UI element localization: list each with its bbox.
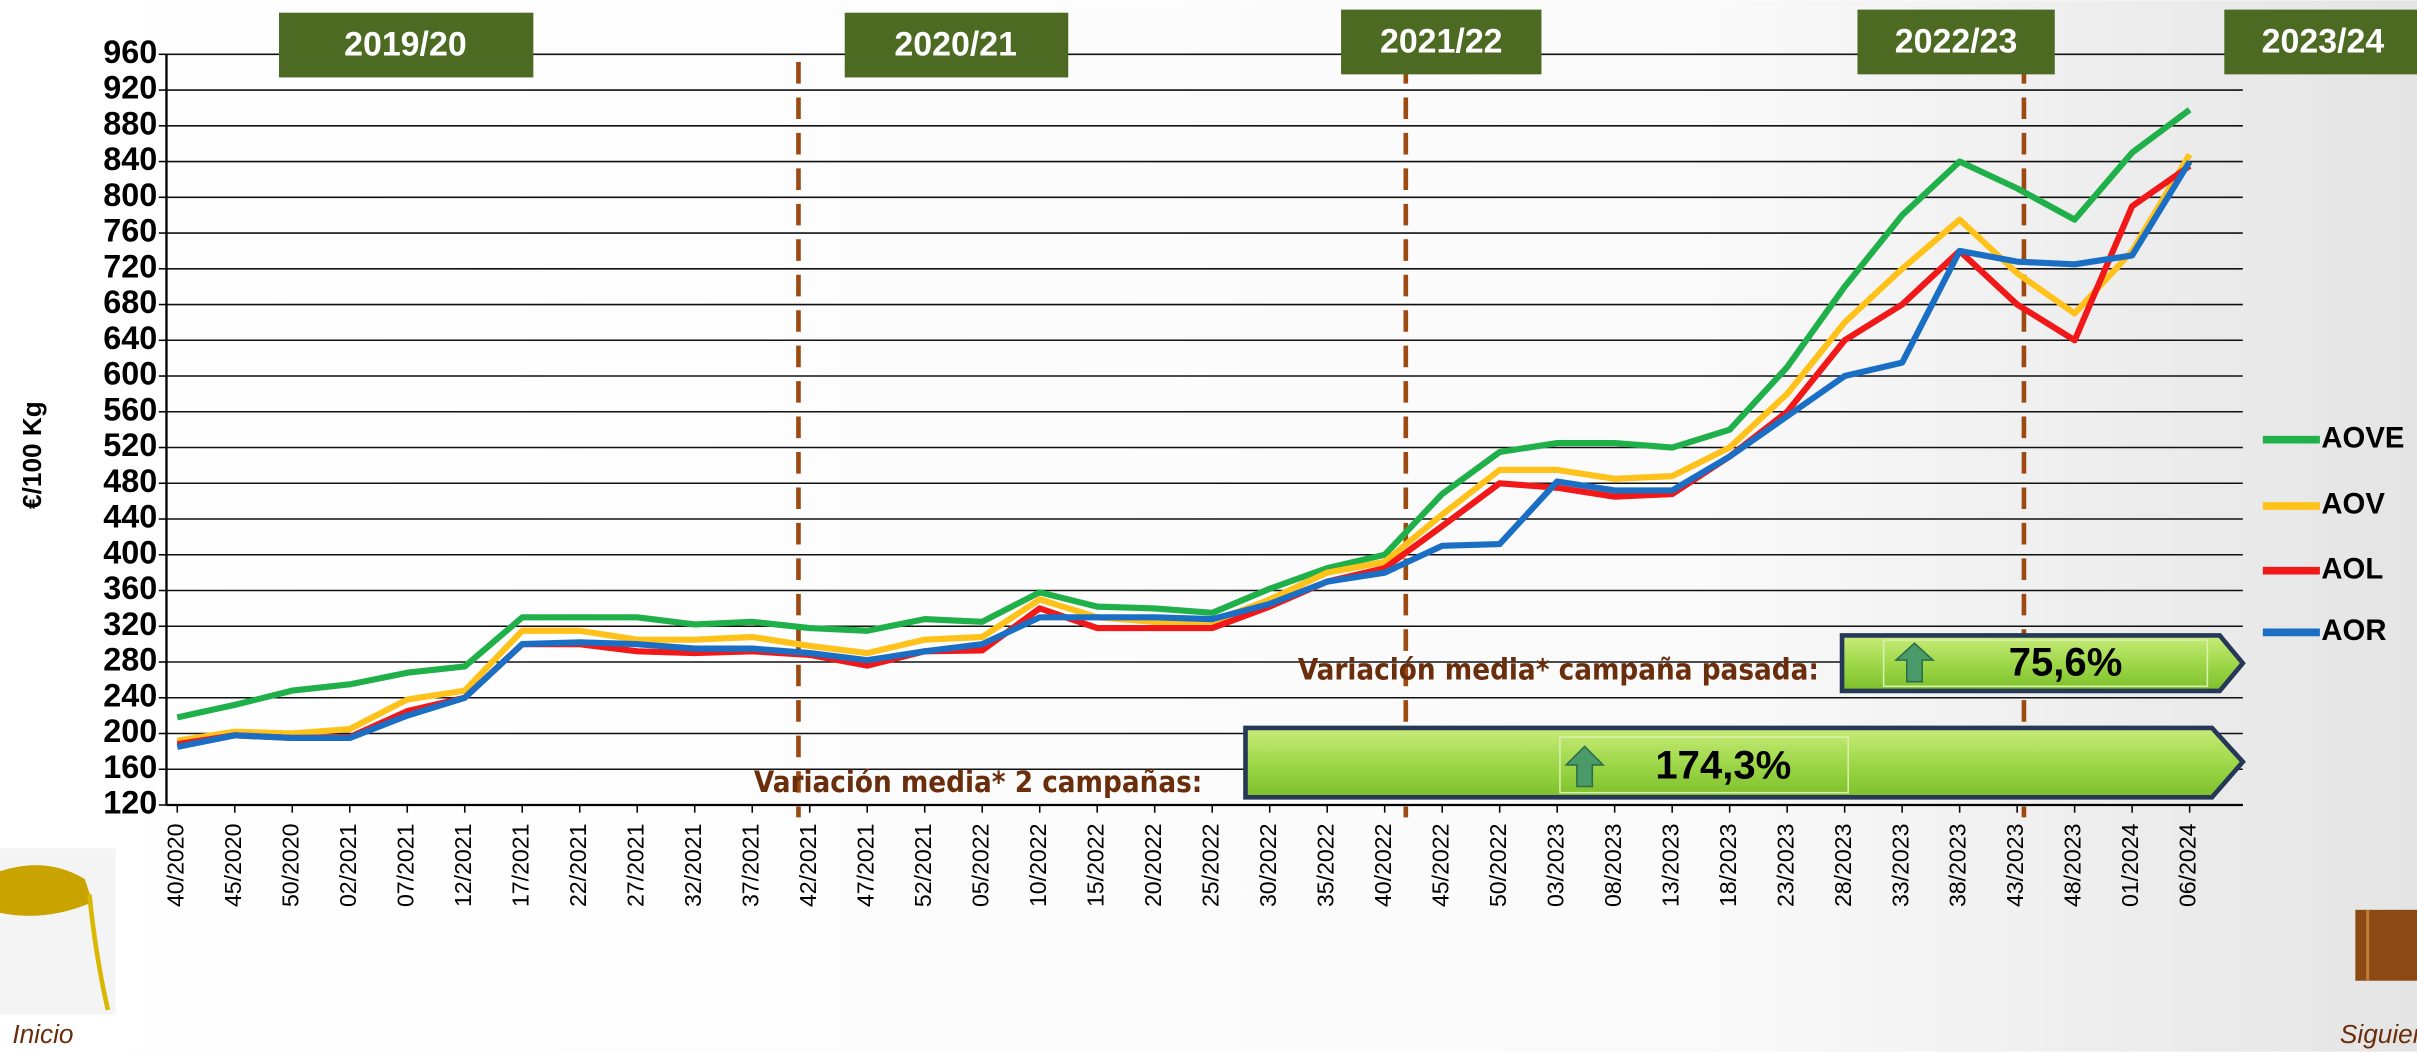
y-tick-label: 760: [103, 213, 157, 249]
x-tick-label: 35/2022: [1312, 824, 1338, 908]
x-tick-label: 28/2023: [1830, 824, 1856, 908]
x-tick-label: 06/2024: [2175, 823, 2201, 907]
x-tick-label: 22/2021: [565, 824, 591, 908]
book: [2355, 910, 2417, 981]
page: {"chart_data": { "type": "line", "y_labe…: [0, 0, 2417, 1052]
banner-label: 2022/23: [1895, 22, 2018, 60]
x-tick-label: 45/2022: [1427, 824, 1453, 908]
x-tick-label: 33/2023: [1887, 824, 1913, 908]
x-tick-label: 05/2022: [967, 824, 993, 908]
y-tick-label: 160: [103, 749, 157, 785]
annotation-text: Variación media* 2 campañas:: [754, 765, 1202, 799]
legend-label: AOV: [2321, 488, 2385, 521]
y-tick-label: 880: [103, 105, 157, 141]
x-tick-label: 13/2023: [1657, 824, 1683, 908]
x-tick-label: 08/2023: [1600, 824, 1626, 908]
x-tick-label: 12/2021: [450, 824, 476, 908]
legend-label: AOVE: [2321, 421, 2404, 454]
annotation-value: 174,3%: [1655, 744, 1791, 788]
x-tick-label: 40/2020: [162, 824, 188, 908]
next-link[interactable]: Siguiente: [2340, 1019, 2417, 1049]
x-tick-label: 15/2022: [1082, 824, 1108, 908]
y-tick-label: 640: [103, 320, 157, 356]
x-tick-label: 52/2021: [910, 824, 936, 908]
x-tick-label: 18/2023: [1715, 824, 1741, 908]
chart: 1201602002402803203604004404805205606006…: [0, 0, 2417, 1052]
y-tick-label: 800: [103, 177, 157, 213]
x-tick-label: 48/2023: [2060, 824, 2086, 908]
x-tick-label: 25/2022: [1197, 824, 1223, 908]
oil-icon: [0, 848, 116, 1014]
y-tick-label: 720: [103, 248, 157, 284]
x-tick-label: 47/2021: [852, 824, 878, 908]
y-tick-label: 400: [103, 534, 157, 570]
y-tick-label: 320: [103, 606, 157, 642]
banner-label: 2019/20: [344, 26, 467, 64]
x-tick-label: 40/2022: [1370, 824, 1396, 908]
y-tick-label: 520: [103, 427, 157, 463]
y-tick-label: 440: [103, 499, 157, 535]
x-tick-label: 03/2023: [1542, 824, 1568, 908]
y-axis-label: €/100 Kg: [17, 401, 47, 509]
x-tick-label: 01/2024: [2117, 823, 2143, 907]
y-tick-label: 960: [103, 34, 157, 70]
y-tick-label: 200: [103, 713, 157, 749]
x-tick-label: 02/2021: [335, 824, 361, 908]
annotation-text: Variación media* campaña pasada:: [1298, 652, 1819, 686]
x-tick-label: 43/2023: [2002, 824, 2028, 908]
x-tick-label: 10/2022: [1025, 824, 1051, 908]
home-link[interactable]: Inicio: [12, 1019, 73, 1049]
annotation-value: 75,6%: [2009, 640, 2123, 684]
y-tick-label: 360: [103, 570, 157, 606]
next-link-wrap: Siguiente: [2340, 1019, 2417, 1049]
next-icon: [2355, 910, 2417, 981]
x-tick-label: 50/2020: [277, 824, 303, 908]
banner-label: 2021/22: [1380, 22, 1503, 60]
x-tick-label: 42/2021: [795, 824, 821, 908]
x-tick-label: 38/2023: [1945, 824, 1971, 908]
x-tick-label: 07/2021: [392, 824, 418, 908]
legend-label: AOL: [2321, 552, 2383, 585]
x-tick-label: 30/2022: [1255, 824, 1281, 908]
y-tick-label: 600: [103, 356, 157, 392]
x-tick-label: 27/2021: [622, 824, 648, 908]
banner-label: 2023/24: [2262, 22, 2385, 60]
y-tick-label: 120: [103, 785, 157, 821]
banner-label: 2020/21: [894, 26, 1017, 64]
y-tick-label: 280: [103, 642, 157, 678]
x-tick-label: 32/2021: [680, 824, 706, 908]
y-tick-label: 680: [103, 284, 157, 320]
y-tick-label: 840: [103, 141, 157, 177]
y-tick-label: 480: [103, 463, 157, 499]
x-tick-label: 20/2022: [1140, 824, 1166, 908]
x-tick-label: 37/2021: [737, 824, 763, 908]
y-tick-label: 240: [103, 677, 157, 713]
y-tick-label: 920: [103, 70, 157, 106]
legend-label: AOR: [2321, 614, 2386, 647]
x-tick-label: 45/2020: [220, 824, 246, 908]
y-tick-label: 560: [103, 391, 157, 427]
x-tick-label: 17/2021: [507, 824, 533, 908]
x-tick-label: 50/2022: [1485, 824, 1511, 908]
x-tick-label: 23/2023: [1772, 824, 1798, 908]
